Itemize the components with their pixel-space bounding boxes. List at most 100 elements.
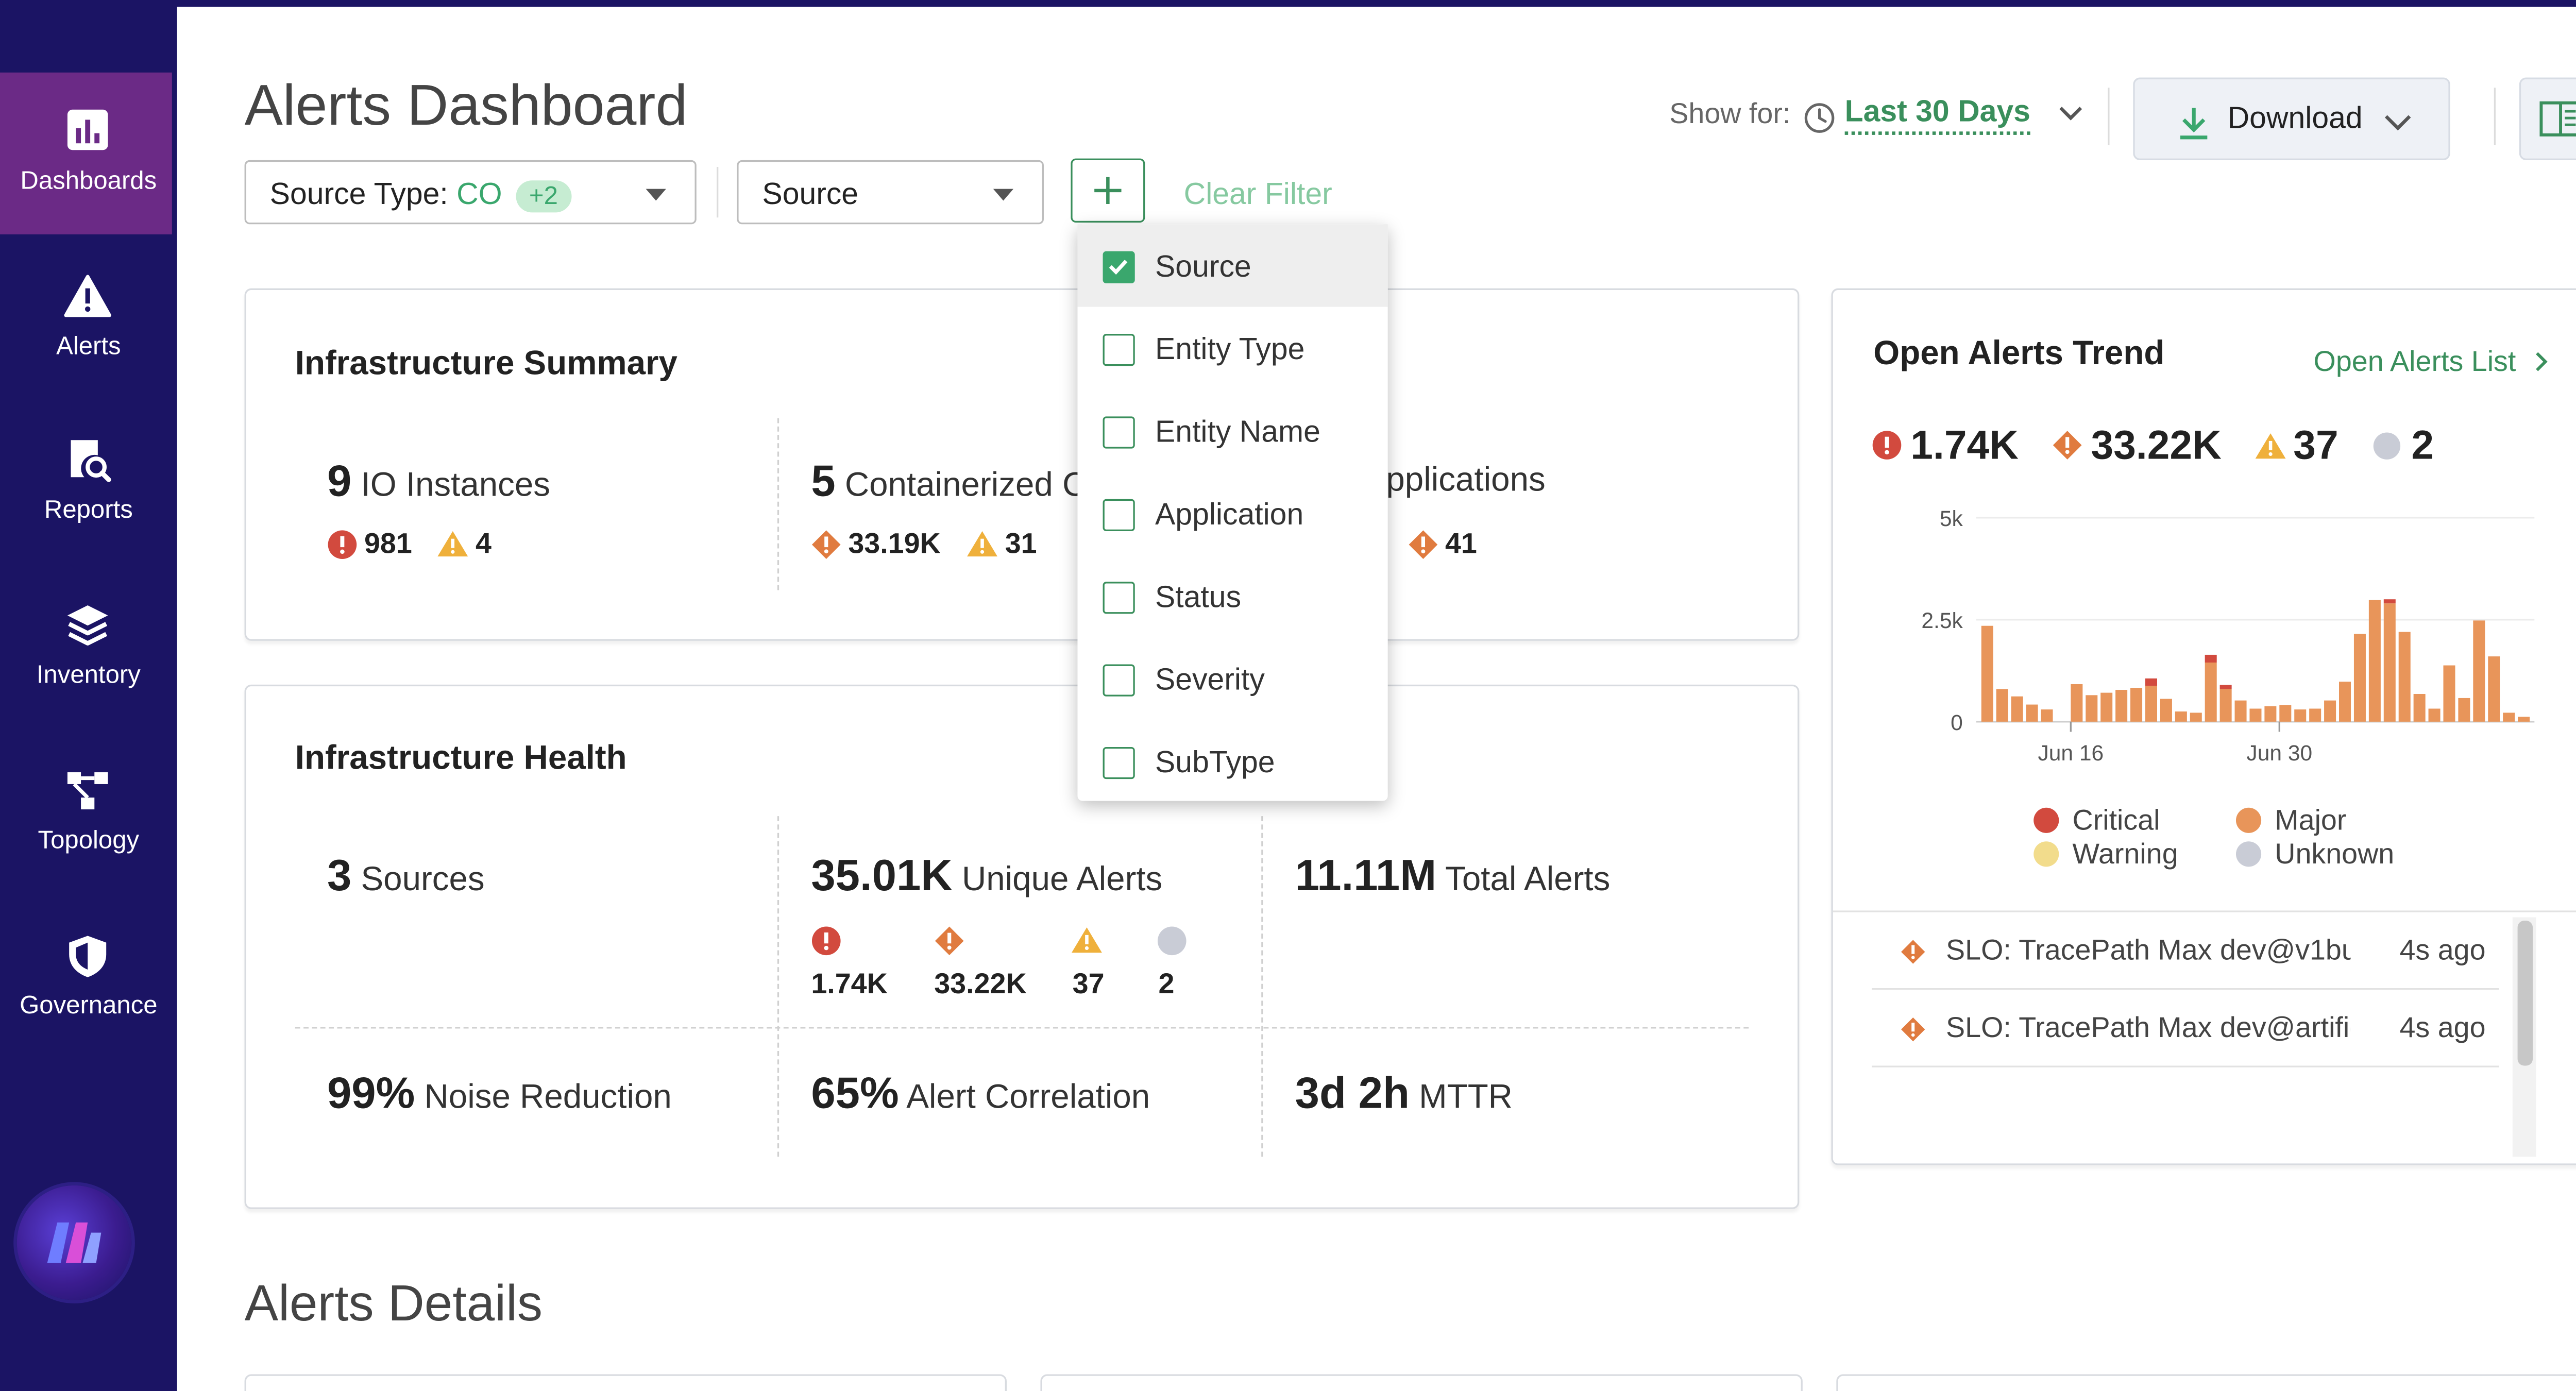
- chart-bar: [2324, 700, 2336, 722]
- chart-bar: [1981, 625, 1993, 722]
- chart-bar: [2041, 709, 2053, 722]
- details-card: [244, 1374, 1007, 1391]
- alert-time: 4s ago: [2399, 934, 2486, 966]
- toggle-panel-button[interactable]: [2519, 77, 2576, 160]
- critical-icon: [328, 530, 357, 559]
- chart-bar-critical: [2219, 685, 2232, 689]
- noise-reduction-stat: 99% Noise Reduction: [327, 1067, 672, 1119]
- stat-value: 99%: [327, 1067, 415, 1118]
- source-filter[interactable]: Source: [737, 160, 1044, 225]
- dropdown-option-source[interactable]: Source: [1077, 224, 1388, 307]
- containerized-stat[interactable]: 5 Containerized C: [811, 455, 1087, 507]
- major-icon: [1409, 530, 1438, 559]
- major-icon: [811, 530, 841, 559]
- legend-major[interactable]: Major: [2235, 804, 2346, 838]
- checkbox-checked[interactable]: [1103, 251, 1135, 283]
- alert-list-item[interactable]: SLO: TracePath Max dev@v1bus 4s ago: [1872, 912, 2499, 990]
- legend-warning[interactable]: Warning: [2033, 838, 2178, 872]
- sources-stat[interactable]: 3 Sources: [327, 850, 485, 902]
- chevron-down-icon: [2384, 115, 2411, 131]
- chevron-down-icon[interactable]: [2057, 101, 2084, 125]
- legend-unknown[interactable]: Unknown: [2235, 838, 2395, 872]
- dropdown-option-severity[interactable]: Severity: [1077, 637, 1387, 720]
- chart-bar: [2488, 656, 2500, 722]
- legend-swatch: [2033, 807, 2059, 833]
- stat-label: Noise Reduction: [424, 1079, 672, 1116]
- alert-list-scrollbar-thumb[interactable]: [2517, 921, 2533, 1066]
- stat-count: 11.11M: [1295, 850, 1437, 901]
- show-for-label: Show for:: [1669, 97, 1791, 130]
- major-count: 33.22K: [934, 968, 1027, 1000]
- chart-bar: [2339, 682, 2351, 722]
- warning-total: 37: [2293, 423, 2338, 469]
- stat-count: 35.01K: [811, 850, 953, 901]
- sidebar-item-dashboards[interactable]: Dashboards: [0, 72, 172, 234]
- checkbox[interactable]: [1103, 747, 1135, 779]
- option-label: Severity: [1155, 663, 1265, 697]
- details-card: [1836, 1374, 2576, 1391]
- checkbox[interactable]: [1103, 416, 1135, 449]
- sidebar-item-label: Inventory: [36, 661, 141, 690]
- applications-stat-label[interactable]: pplications: [1386, 462, 1546, 499]
- sidebar-item-inventory[interactable]: Inventory: [0, 565, 177, 726]
- card-title: Infrastructure Summary: [295, 345, 677, 383]
- y-tick-label: 5k: [1940, 506, 1963, 531]
- infrastructure-health-card: [244, 684, 1800, 1209]
- total-alerts-stat[interactable]: 11.11M Total Alerts: [1295, 850, 1611, 902]
- alert-list-item[interactable]: SLO: TracePath Max dev@artifici 4s ago: [1872, 990, 2499, 1067]
- checkbox[interactable]: [1103, 499, 1135, 531]
- caret-down-icon: [993, 189, 1014, 201]
- add-filter-button[interactable]: [1071, 158, 1145, 223]
- stat-label: Total Alerts: [1445, 861, 1611, 899]
- stat-count: 9: [327, 455, 352, 506]
- column-divider: [1261, 816, 1263, 1157]
- unique-alerts-stat[interactable]: 35.01K Unique Alerts: [811, 850, 1162, 902]
- clear-filter-link[interactable]: Clear Filter: [1183, 177, 1332, 211]
- chart-bar: [2458, 698, 2470, 722]
- x-tick-label: Jun 16: [2038, 741, 2104, 766]
- logo-mark-icon: [47, 1222, 101, 1263]
- section-divider: [1833, 910, 2576, 912]
- alert-correlation-stat: 65% Alert Correlation: [811, 1067, 1150, 1119]
- legend-label: Critical: [2072, 804, 2160, 837]
- dropdown-option-subtype[interactable]: SubType: [1077, 720, 1387, 803]
- open-alerts-trend-chart[interactable]: 5k 2.5k 0 Jun 16 Jun 30: [1872, 498, 2546, 784]
- source-type-filter[interactable]: Source Type: CO +2: [244, 160, 697, 225]
- open-alerts-trend-card: [1831, 288, 2576, 1165]
- download-button[interactable]: Download: [2133, 77, 2450, 160]
- sidebar-item-topology[interactable]: Topology: [0, 730, 177, 892]
- chart-bar-critical: [2383, 599, 2396, 604]
- checkbox[interactable]: [1103, 334, 1135, 366]
- chart-bar: [2473, 620, 2485, 722]
- y-tick-label: 2.5k: [1921, 608, 1963, 633]
- chart-bar: [2219, 689, 2232, 722]
- dropdown-option-entity-type[interactable]: Entity Type: [1077, 307, 1387, 389]
- chart-bar: [2309, 708, 2321, 722]
- unknown-count: 2: [1158, 968, 1175, 1000]
- critical-icon: [1872, 431, 1902, 460]
- io-instances-stat[interactable]: 9 IO Instances: [327, 455, 550, 507]
- dropdown-option-application[interactable]: Application: [1077, 472, 1387, 554]
- chart-bar: [2086, 695, 2098, 722]
- sidebar-item-reports[interactable]: Reports: [0, 400, 177, 562]
- sidebar-item-governance[interactable]: Governance: [0, 895, 177, 1057]
- checkbox[interactable]: [1103, 582, 1135, 614]
- sidebar-item-alerts[interactable]: Alerts: [0, 236, 177, 398]
- clock-icon: [1804, 103, 1835, 133]
- sidebar-item-label: Topology: [38, 826, 140, 855]
- dropdown-option-status[interactable]: Status: [1077, 555, 1387, 637]
- brand-logo[interactable]: [16, 1185, 132, 1300]
- major-count: 41: [1445, 528, 1477, 560]
- sidebar-item-label: Reports: [44, 496, 133, 524]
- chart-bar: [2115, 690, 2128, 722]
- warning-icon: [2255, 433, 2286, 459]
- date-range-selector[interactable]: Last 30 Days: [1844, 94, 2030, 135]
- stat-label: Alert Correlation: [906, 1079, 1150, 1116]
- dropdown-option-entity-name[interactable]: Entity Name: [1077, 389, 1387, 472]
- checkbox[interactable]: [1103, 664, 1135, 697]
- option-label: Status: [1155, 580, 1242, 614]
- open-alerts-list-link[interactable]: Open Alerts List: [2314, 346, 2548, 379]
- chart-bar: [2234, 700, 2247, 722]
- legend-critical[interactable]: Critical: [2033, 804, 2160, 838]
- legend-label: Unknown: [2275, 838, 2395, 870]
